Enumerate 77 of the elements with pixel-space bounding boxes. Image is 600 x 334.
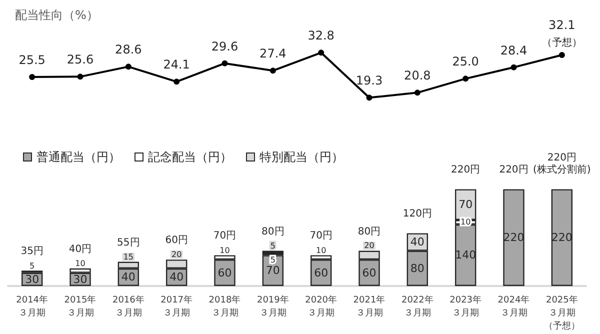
- point: [174, 78, 180, 85]
- data-label: 28.4: [500, 43, 528, 58]
- data-label: 27.4: [260, 46, 286, 61]
- total-label: 80円: [262, 226, 284, 238]
- total-label: 55円: [117, 237, 140, 248]
- data-label: 80: [410, 262, 424, 275]
- total-label: 220円 (株式分割前): [533, 152, 591, 176]
- data-label: 40: [121, 270, 136, 284]
- x-tick-label: 2015年３月期: [64, 294, 96, 318]
- data-label: 20: [364, 241, 374, 250]
- data-label: 60: [362, 266, 376, 280]
- data-label: 24.1: [163, 58, 190, 72]
- data-label: 20: [171, 250, 182, 259]
- data-label: 70: [266, 264, 280, 278]
- x-tick-label: 2017年３月期: [160, 294, 193, 318]
- x-tick-label: 2019年３月期: [256, 294, 289, 318]
- data-label: 30: [73, 272, 88, 286]
- x-tick-label: 2018年３月期: [208, 294, 241, 318]
- x-tick-label: 2023年３月期: [450, 294, 482, 318]
- data-label: 29.6: [211, 39, 238, 54]
- data-label: 5: [270, 256, 276, 265]
- x-tick-label: 2020年３月期: [305, 294, 338, 318]
- bar: [503, 189, 524, 286]
- point: [462, 76, 469, 82]
- point: [510, 64, 517, 70]
- data-label: 32.8: [308, 28, 334, 43]
- total-label: 120円: [402, 208, 432, 220]
- data-label: 60: [218, 266, 232, 280]
- point: [125, 64, 132, 70]
- data-label: 5: [270, 241, 276, 250]
- data-label: 140: [455, 248, 476, 262]
- point: [222, 60, 228, 66]
- point: [558, 52, 565, 58]
- total-label: 70円: [213, 230, 236, 242]
- legend-label: 普通配当（円）: [36, 150, 120, 164]
- data-label: 40: [170, 270, 184, 284]
- data-label: 20.8: [404, 68, 431, 83]
- x-tick-label: 2016年３月期: [112, 294, 144, 318]
- point: [77, 74, 84, 80]
- total-label: 220円: [451, 164, 480, 176]
- total-label: 220円: [499, 164, 528, 176]
- bar: [551, 189, 573, 286]
- chart-title: 配当性向（%）: [15, 8, 98, 22]
- total-label: 70円: [310, 230, 332, 242]
- x-tick-label: 2022年３月期: [401, 294, 434, 318]
- data-label: 10: [316, 246, 326, 255]
- legend-label: 特別配当（円）: [260, 150, 344, 164]
- data-label: 25.5: [18, 53, 46, 67]
- data-label: 32.1: [548, 18, 576, 32]
- x-tick-label: 2014年３月期: [16, 294, 48, 318]
- data-label: 10: [220, 246, 230, 255]
- data-label: 28.6: [115, 42, 142, 57]
- x-tick-label: 2021年３月期: [353, 294, 386, 318]
- point: [29, 74, 36, 80]
- total-label: 80円: [358, 226, 381, 238]
- x-tick-label: 2024年３月期: [498, 294, 530, 318]
- total-label: 40円: [68, 244, 92, 255]
- data-label: 40: [410, 236, 424, 248]
- legend-label: 記念配当（円）: [148, 150, 232, 164]
- point: [318, 50, 324, 56]
- data-label: 30: [25, 272, 40, 286]
- data-label: 70: [458, 198, 473, 212]
- data-label: 220: [551, 231, 572, 244]
- annotation: （予想）: [542, 36, 582, 48]
- point: [270, 68, 276, 74]
- data-label: 25.0: [452, 54, 479, 69]
- data-label: 25.6: [66, 52, 94, 67]
- point: [414, 90, 420, 96]
- total-label: 35円: [20, 246, 44, 258]
- data-label: 60: [314, 266, 328, 280]
- total-label: 60円: [165, 235, 188, 246]
- data-label: 5: [30, 261, 35, 270]
- data-label: 10: [75, 259, 86, 268]
- x-tick-label: 2025年３月期（予想）: [544, 294, 580, 332]
- point: [366, 94, 372, 101]
- data-label: 19.3: [356, 74, 383, 88]
- data-label: 15: [123, 252, 134, 262]
